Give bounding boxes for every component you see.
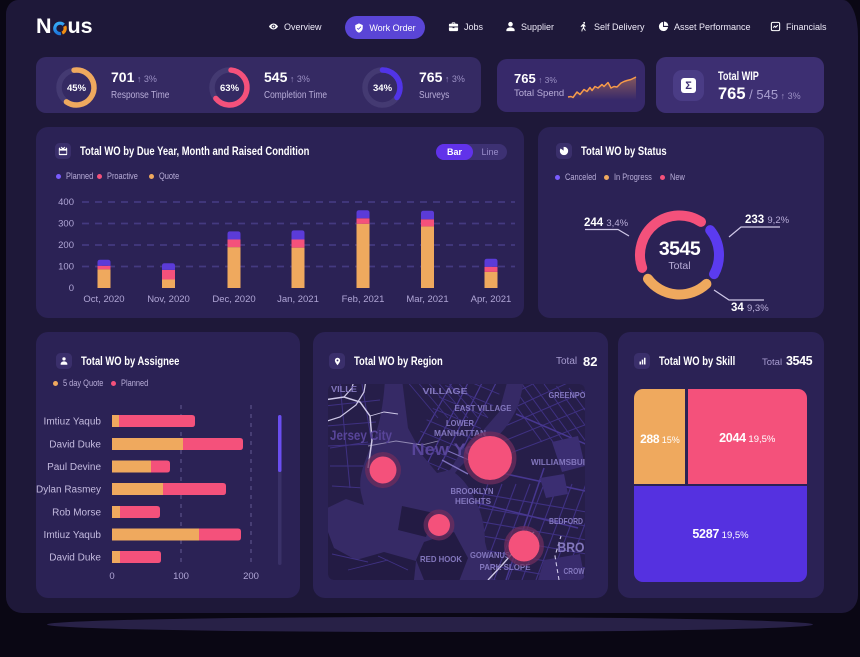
svg-text:Mar, 2021: Mar, 2021: [406, 294, 448, 305]
svg-text:Imtiuz Yaqub: Imtiuz Yaqub: [44, 417, 102, 428]
svg-text:63%: 63%: [220, 83, 240, 94]
svg-text:233 9,2%: 233 9,2%: [745, 214, 790, 226]
svg-text:BROOKLYN: BROOKLYN: [451, 486, 494, 496]
svg-text:34%: 34%: [373, 83, 393, 94]
svg-text:100: 100: [173, 571, 189, 582]
svg-text:HEIGHTS: HEIGHTS: [455, 496, 491, 506]
svg-text:RED HOOK: RED HOOK: [420, 554, 463, 564]
svg-text:LOWER: LOWER: [446, 418, 474, 428]
svg-text:David Duke: David Duke: [49, 553, 101, 564]
svg-text:Jan, 2021: Jan, 2021: [277, 294, 319, 305]
svg-text:GOWANUS: GOWANUS: [470, 550, 510, 560]
svg-text:Dylan Rasmey: Dylan Rasmey: [36, 485, 101, 496]
svg-text:200: 200: [58, 240, 74, 251]
svg-text:Jersey City: Jersey City: [330, 428, 392, 443]
svg-text:PARK SLOPE: PARK SLOPE: [480, 562, 531, 572]
svg-text:0: 0: [69, 283, 74, 294]
svg-text:CROW: CROW: [564, 566, 586, 576]
svg-text:Imtiuz Yaqub: Imtiuz Yaqub: [44, 530, 102, 541]
svg-text:VILLE: VILLE: [331, 384, 357, 394]
svg-text:VILLAGE: VILLAGE: [423, 386, 468, 396]
svg-text:3545: 3545: [659, 238, 701, 260]
svg-text:Apr, 2021: Apr, 2021: [471, 294, 512, 305]
svg-text:244 3,4%: 244 3,4%: [584, 217, 629, 229]
svg-text:200: 200: [243, 571, 259, 582]
svg-text:GREENPO: GREENPO: [549, 390, 586, 400]
svg-text:300: 300: [58, 219, 74, 230]
svg-text:Oct, 2020: Oct, 2020: [83, 294, 124, 305]
svg-text:BRO: BRO: [558, 539, 585, 555]
svg-text:Total: Total: [668, 260, 690, 272]
svg-text:Paul Devine: Paul Devine: [47, 462, 101, 473]
svg-text:BEDFORD: BEDFORD: [549, 516, 583, 526]
svg-text:45%: 45%: [67, 83, 87, 94]
svg-text:Rob Morse: Rob Morse: [52, 508, 101, 519]
svg-text:0: 0: [109, 571, 114, 582]
svg-text:34 9,3%: 34 9,3%: [731, 302, 769, 314]
svg-text:Dec, 2020: Dec, 2020: [212, 294, 255, 305]
svg-text:400: 400: [58, 197, 74, 208]
svg-text:Nov, 2020: Nov, 2020: [147, 294, 190, 305]
svg-text:EAST VILLAGE: EAST VILLAGE: [455, 403, 512, 413]
svg-text:100: 100: [58, 262, 74, 273]
svg-text:Feb, 2021: Feb, 2021: [342, 294, 385, 305]
svg-text:MANHATTAN: MANHATTAN: [434, 428, 486, 438]
svg-text:WILLIAMSBUI: WILLIAMSBUI: [531, 457, 585, 467]
svg-text:David Duke: David Duke: [49, 440, 101, 451]
